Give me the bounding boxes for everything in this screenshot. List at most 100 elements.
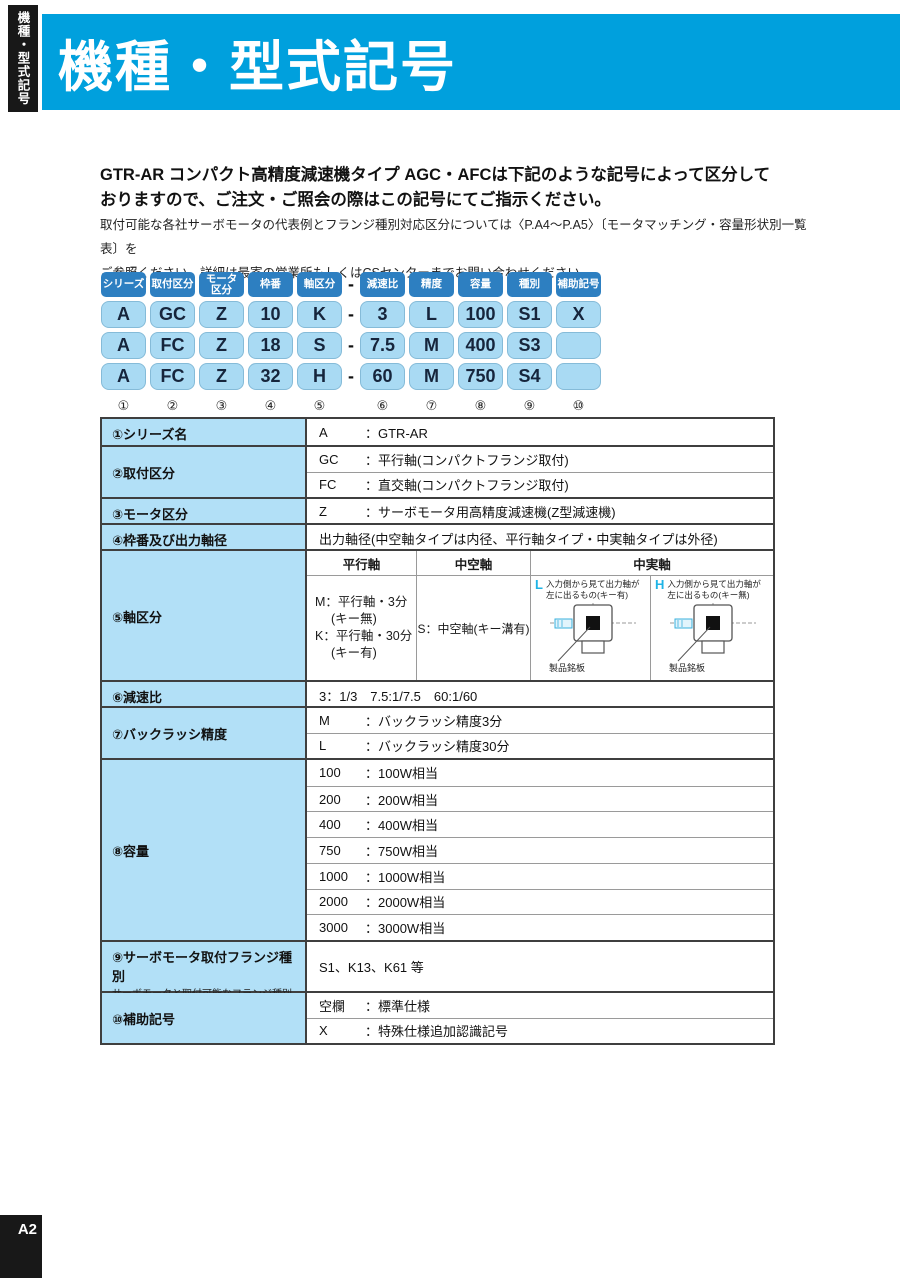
code-value: 1000 (319, 868, 348, 884)
table-cell: S1、K13、K61 等 (319, 960, 424, 975)
solid-shaft-letter: H (655, 577, 665, 592)
solid-shaft-caption: 製品銘板 (549, 663, 586, 673)
code-value-badge (556, 363, 601, 390)
code-value-badge: S4 (507, 363, 552, 390)
row-label: ⑥減速比 (102, 682, 307, 706)
code-description: ：3000W相当 (365, 921, 446, 937)
solid-shaft-diagram-l (535, 601, 648, 663)
solid-shaft-note-line2: 左に出るもの(キー有) (545, 589, 629, 600)
code-column-motor: モータ 区分 Z Z Z ③ (199, 272, 244, 414)
code-dash: - (348, 335, 354, 355)
code-description: ：平行軸(コンパクトフランジ取付) (365, 452, 569, 468)
page-number: A2 (17, 1221, 37, 1238)
code-value: 400 (319, 817, 341, 833)
table-cell: M ：バックラッシ精度3分 (307, 708, 773, 733)
code-column-number: ⑩ (572, 398, 585, 413)
page-title: 機種・型式記号 (58, 36, 458, 98)
code-description: ：バックラッシ精度30分 (365, 739, 510, 755)
code-description: ：750W相当 (365, 844, 438, 859)
solid-shaft-diagram-h (655, 601, 769, 663)
table-row-ratio: ⑥減速比 3：1/3 7.5:1/7.5 60:1/60 (102, 680, 773, 706)
code-column-number: ⑨ (523, 398, 536, 413)
code-dash: - (348, 366, 354, 386)
row-label: ⑩補助記号 (102, 993, 307, 1043)
code-value-badge: S (297, 332, 342, 359)
code-header-line2: 区分 (211, 283, 232, 296)
code-value: 2000 (319, 894, 348, 910)
code-value-badge: Z (199, 363, 244, 390)
table-cell: FC ：直交軸(コンパクトフランジ取付) (307, 471, 773, 497)
table-row-frame: ④枠番及び出力軸径 出力軸径(中空軸タイプは内径、平行軸タイプ・中実軸タイプは外… (102, 523, 773, 549)
parallel-shaft-cell: M：平行軸・3分 (キー無) K：平行軸・30分 (キー有) (307, 576, 417, 680)
table-row-series: ①シリーズ名 A ：GTR-AR (102, 419, 773, 445)
code-description: ：1000W相当 (365, 869, 446, 885)
code-header-badge: 取付区分 (150, 272, 195, 297)
code-header-badge: 減速比 (360, 272, 405, 297)
row-label: ⑦バックラッシ精度 (102, 708, 307, 758)
code-value: X (319, 1023, 328, 1039)
code-value: A (319, 424, 328, 440)
code-value-badge: S1 (507, 301, 552, 328)
shaft-sub-table-body: M：平行軸・3分 (キー無) K：平行軸・30分 (キー有) S：中空軸(キー溝… (307, 576, 773, 680)
code-header-badge: 精度 (409, 272, 454, 297)
code-value: 3000 (319, 920, 348, 936)
code-value: 200 (319, 791, 341, 807)
code-column-auxiliary: 補助記号 X ⑩ (556, 272, 601, 414)
row-label: ③モータ区分 (102, 499, 307, 523)
code-description: ：GTR-AR (365, 425, 428, 441)
code-value-badge (556, 332, 601, 359)
solid-shaft-note-line2: 左に出るもの(キー無) (667, 589, 750, 600)
code-description: ：100W相当 (365, 766, 438, 782)
table-cell: 3：1/3 7.5:1/7.5 60:1/60 (319, 688, 478, 704)
code-header-badge: 容量 (458, 272, 503, 297)
code-value-badge: L (409, 301, 454, 328)
table-cell: 1000 ：1000W相当 (307, 862, 773, 889)
code-column-number: ④ (264, 398, 277, 413)
code-value-badge: 100 (458, 301, 503, 328)
code-column-mounting: 取付区分 GC FC FC ② (150, 272, 195, 414)
table-cell: GC ：平行軸(コンパクトフランジ取付) (307, 447, 773, 472)
solid-shaft-cell-h: H 入力側から見て出力軸が 左に出るもの(キー無) (651, 576, 771, 680)
row-label: ①シリーズ名 (102, 419, 307, 445)
code-value-badge: K (297, 301, 342, 328)
intro-note-line1: 取付可能な各社サーボモータの代表例とフランジ種別対応区分については〈P.A4～P… (100, 218, 807, 256)
code-value-badge: 400 (458, 332, 503, 359)
code-value-badge: 10 (248, 301, 293, 328)
code-column-number: ⑥ (376, 398, 389, 413)
code-column-number: ① (117, 398, 130, 413)
table-row-motor: ③モータ区分 Z ：サーボモータ用高精度減速機(Z型減速機) (102, 497, 773, 523)
code-column-frame: 枠番 10 18 32 ④ (248, 272, 293, 414)
code-value-badge: H (297, 363, 342, 390)
parallel-shaft-line: M：平行軸・3分 (315, 595, 408, 609)
code-value: 空欄 (319, 998, 346, 1014)
side-tab-label: 機種・型式記号 (15, 11, 30, 106)
table-cell: 400 ：400W相当 (307, 811, 773, 837)
table-row-backlash: ⑦バックラッシ精度 M ：バックラッシ精度3分 L ：バックラッシ精度30分 (102, 706, 773, 758)
table-cell: Z ：サーボモータ用高精度減速機(Z型減速機) (307, 499, 773, 523)
table-row-auxiliary: ⑩補助記号 空欄 ：標準仕様 X ：特殊仕様追加認識記号 (102, 991, 773, 1043)
code-column-number: ⑧ (474, 398, 487, 413)
code-header-badge: モータ 区分 (199, 272, 244, 297)
code-header-badge: 補助記号 (556, 272, 601, 297)
code-value-badge: M (409, 332, 454, 359)
code-column-accuracy: 精度 L M M ⑦ (409, 272, 454, 414)
code-column-number: ⑤ (313, 398, 326, 413)
code-value-badge: GC (150, 301, 195, 328)
code-value-badge: X (556, 301, 601, 328)
parallel-shaft-line: K：平行軸・30分 (315, 629, 413, 643)
code-value: 750 (319, 843, 341, 858)
code-value-badge: FC (150, 363, 195, 390)
spec-table: ①シリーズ名 A ：GTR-AR ②取付区分 GC ：平行軸(コンパクトフランジ… (100, 417, 775, 1045)
parallel-shaft-line: (キー有) (331, 646, 377, 660)
solid-shaft-letter: L (535, 577, 543, 592)
model-code-diagram: シリーズ A A A ① 取付区分 GC FC FC ② モータ 区分 Z Z … (101, 272, 601, 414)
code-value: L (319, 738, 327, 754)
table-row-flange: ⑨サーボモータ取付フランジ種別 サーボモータと取付可能なフランジ種別形状は 〈P… (102, 940, 773, 1026)
table-row-shaft: ⑤軸区分 平行軸 中空軸 中実軸 M：平行軸・3分 (キー無) K：平行軸・30… (102, 549, 773, 680)
code-value: Z (319, 503, 327, 519)
code-description: ：400W相当 (365, 818, 438, 834)
code-value-badge: S3 (507, 332, 552, 359)
solid-shaft-cell-l: L 入力側から見て出力軸が 左に出るもの(キー有) (531, 576, 651, 680)
code-value: FC (319, 477, 337, 493)
code-description: ：特殊仕様追加認識記号 (365, 1024, 509, 1040)
